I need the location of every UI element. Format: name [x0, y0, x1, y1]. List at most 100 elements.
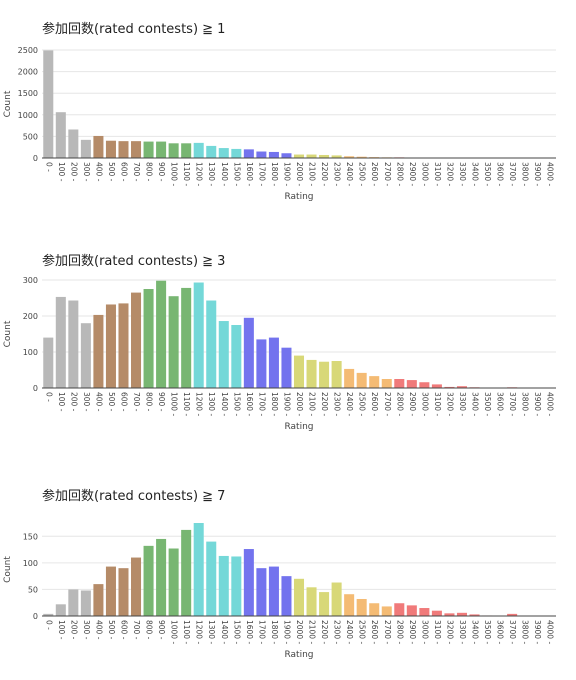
- x-tick-label: 900 -: [157, 162, 166, 182]
- bar-2900: [406, 605, 417, 616]
- bar-2400: [344, 156, 355, 158]
- bar-700: [131, 557, 142, 616]
- x-tick-label: 4000 -: [546, 620, 555, 644]
- x-tick-label: 2700 -: [383, 162, 392, 186]
- y-axis-title: Count: [3, 90, 13, 117]
- bar-0: [43, 613, 54, 616]
- x-tick-label: 3800 -: [521, 620, 530, 644]
- bar-1400: [218, 321, 229, 388]
- x-tick-label: 500 -: [107, 392, 116, 412]
- x-tick-label: 1400 -: [220, 620, 229, 644]
- x-tick-label: 3000 -: [420, 620, 429, 644]
- bar-1300: [206, 541, 217, 616]
- x-tick-label: 2500 -: [358, 392, 367, 416]
- x-tick-label: 2700 -: [383, 392, 392, 416]
- x-tick-label: 1500 -: [232, 620, 241, 644]
- x-tick-label: 1700 -: [257, 392, 266, 416]
- y-tick-label: 1500: [18, 89, 38, 98]
- bar-2900: [406, 380, 417, 388]
- chart-panel-1: 参加回数(rated contests) ≧ 1 0 500 1000 1500 200…: [0, 0, 576, 215]
- x-tick-label: 3000 -: [420, 392, 429, 416]
- x-tick-label: 3800 -: [521, 162, 530, 186]
- bar-1800: [268, 151, 279, 158]
- bar-2600: [369, 603, 380, 616]
- x-tick-label: 2900 -: [408, 620, 417, 644]
- x-tick-label: 2100 -: [308, 392, 317, 416]
- x-tick-label: 2200 -: [320, 620, 329, 644]
- x-tick-label: 1300 -: [207, 392, 216, 416]
- bar-2800: [394, 379, 405, 388]
- x-tick-label: 3700 -: [508, 162, 517, 186]
- x-tick-label: 1800 -: [270, 620, 279, 644]
- bar-1500: [231, 556, 242, 616]
- x-tick-label: 3100 -: [433, 620, 442, 644]
- bar-300: [80, 323, 91, 388]
- bar-900: [156, 141, 167, 158]
- x-tick-label: 3500 -: [483, 620, 492, 644]
- bar-1200: [193, 142, 204, 158]
- chart-panel-3: 参加回数(rated contests) ≧ 7 0 50 100 150 0 -100…: [0, 470, 576, 680]
- y-tick-label: 100: [23, 348, 38, 357]
- x-tick-label: 800 -: [145, 162, 154, 182]
- x-tick-label: 200 -: [69, 392, 78, 412]
- x-tick-label: 2000 -: [295, 162, 304, 186]
- x-tick-label: 2000 -: [295, 392, 304, 416]
- x-tick-label: 0 -: [44, 392, 53, 402]
- x-tick-label: 300 -: [82, 392, 91, 412]
- x-tick-label: 1200 -: [195, 162, 204, 186]
- x-axis-title: Rating: [284, 422, 313, 432]
- x-tick-label: 3300 -: [458, 162, 467, 186]
- bar-2600: [369, 376, 380, 388]
- x-tick-label: 1200 -: [195, 620, 204, 644]
- bar-200: [68, 300, 79, 388]
- chart-title: 参加回数(rated contests) ≧ 3: [42, 254, 226, 269]
- x-tick-label: 2800 -: [395, 392, 404, 416]
- y-tick-label: 2000: [18, 68, 38, 77]
- x-axis-title: Rating: [284, 650, 313, 660]
- bar-100: [55, 604, 66, 616]
- x-tick-label: 3400 -: [471, 620, 480, 644]
- x-tick-label: 3100 -: [433, 392, 442, 416]
- x-tick-label: 800 -: [145, 392, 154, 412]
- x-tick-label: 2300 -: [333, 392, 342, 416]
- bar-900: [156, 538, 167, 616]
- x-tick-label: 3400 -: [471, 392, 480, 416]
- y-axis-title: Count: [3, 320, 13, 347]
- bar-200: [68, 589, 79, 616]
- x-tick-label: 2900 -: [408, 162, 417, 186]
- bar-3300: [456, 612, 467, 616]
- x-tick-label: 200 -: [69, 162, 78, 182]
- x-tick-label: 3700 -: [508, 392, 517, 416]
- bar-300: [80, 590, 91, 616]
- x-tick-label: 3600 -: [496, 392, 505, 416]
- x-tick-label: 600 -: [119, 392, 128, 412]
- x-tick-label: 3500 -: [483, 392, 492, 416]
- bar-1100: [181, 287, 192, 388]
- bar-1900: [281, 153, 292, 158]
- x-tick-label: 2400 -: [345, 392, 354, 416]
- x-tick-label: 2000 -: [295, 620, 304, 644]
- x-tick-label: 300 -: [82, 162, 91, 182]
- bar-500: [105, 566, 116, 616]
- y-tick-label: 100: [23, 559, 38, 568]
- y-tick-label: 200: [23, 312, 38, 321]
- bar-2300: [331, 582, 342, 616]
- x-tick-label: 100 -: [57, 162, 66, 182]
- bar-3100: [431, 610, 442, 616]
- bar-1300: [206, 300, 217, 388]
- x-tick-label: 2200 -: [320, 162, 329, 186]
- x-tick-label: 500 -: [107, 162, 116, 182]
- x-tick-label: 1400 -: [220, 162, 229, 186]
- bar-1600: [243, 149, 254, 158]
- bar-2200: [319, 154, 330, 158]
- x-tick-label: 200 -: [69, 620, 78, 640]
- x-tick-label: 1800 -: [270, 392, 279, 416]
- bar-2000: [293, 154, 305, 158]
- bar-400: [93, 135, 104, 158]
- x-tick-label: 1400 -: [220, 392, 229, 416]
- bar-1000: [168, 548, 179, 616]
- bar-1300: [206, 145, 217, 158]
